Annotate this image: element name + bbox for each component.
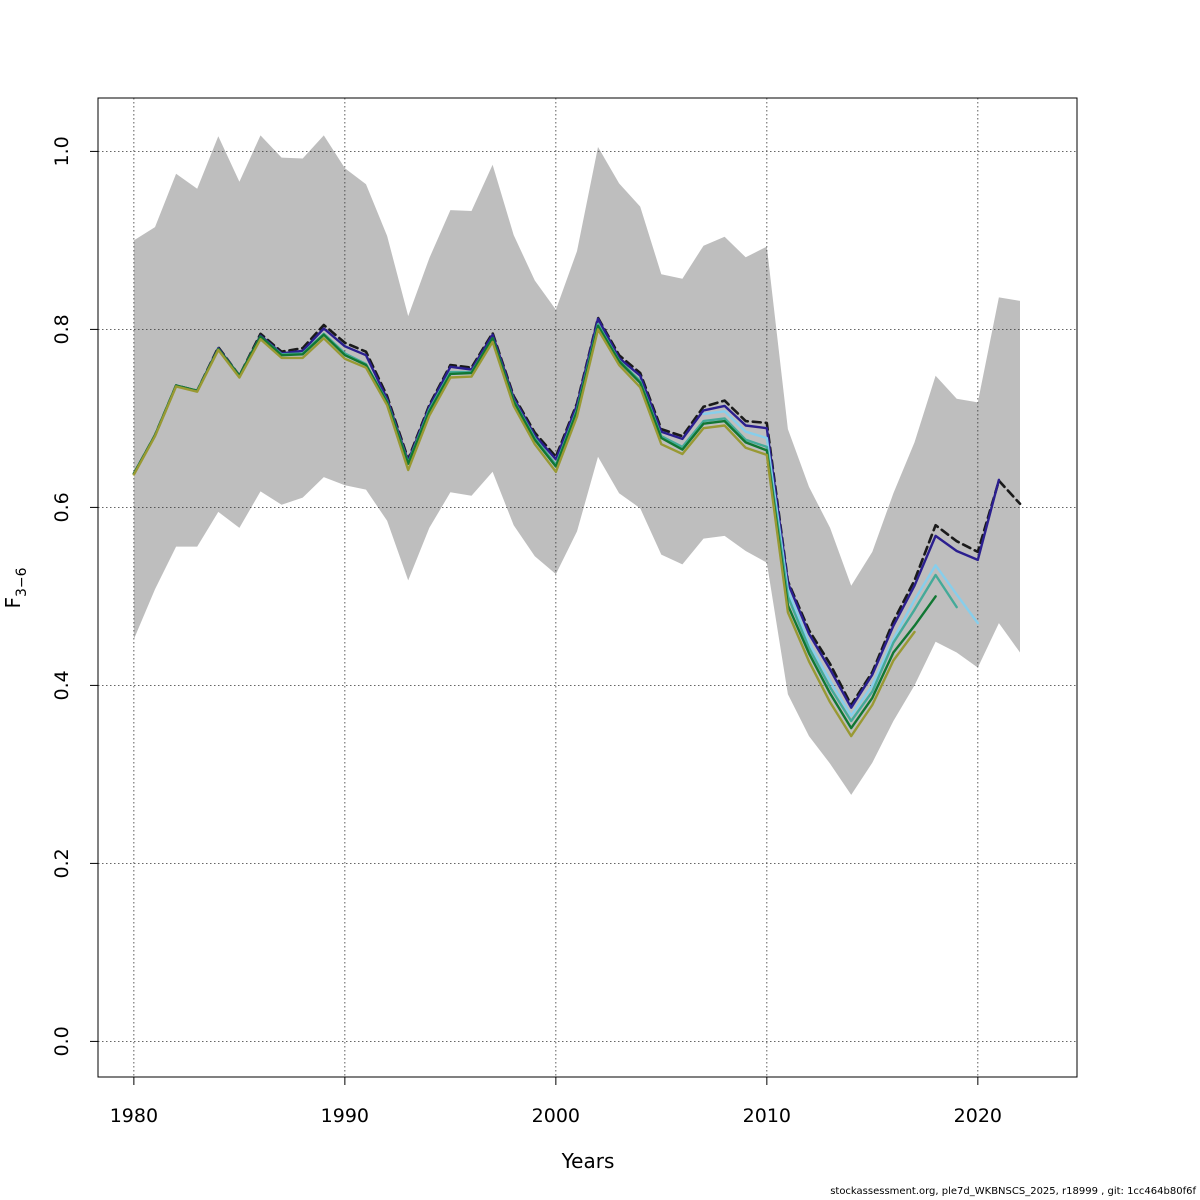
y-axis-title: F3−6 xyxy=(1,567,30,608)
x-tick-label: 2020 xyxy=(954,1105,1002,1127)
series-line-6 xyxy=(132,328,916,738)
y-tick-label: 1.0 xyxy=(51,136,73,166)
series-layer xyxy=(132,316,1022,738)
y-tick-label: 0.2 xyxy=(51,848,73,878)
series-line-5 xyxy=(132,324,937,730)
x-tick-label: 2010 xyxy=(743,1105,791,1127)
x-tick-label: 1990 xyxy=(321,1105,369,1127)
x-axis-title: Years xyxy=(561,1149,615,1173)
x-tick-label: 1980 xyxy=(110,1105,158,1127)
y-axis-title-main: F xyxy=(1,597,25,609)
footer-caption: stockassessment.org, ple7d_WKBNSCS_2025,… xyxy=(830,1186,1196,1197)
x-tick-label: 2000 xyxy=(532,1105,580,1127)
y-axis-title-subscript: 3−6 xyxy=(14,567,30,597)
series-line-3 xyxy=(702,410,979,717)
confidence-band xyxy=(133,135,1020,795)
y-tick-label: 0.6 xyxy=(51,492,73,522)
y-tick-label: 0.4 xyxy=(51,670,73,700)
axis-layer: 1980 1990 2000 2010 2020 0.0 0.2 0.4 0.6 0.8 1.0 xyxy=(51,136,1002,1127)
y-tick-label: 0.8 xyxy=(51,314,73,344)
y-tick-label: 0.0 xyxy=(51,1026,73,1056)
grid-layer xyxy=(98,98,1077,1077)
confidence-band-layer xyxy=(133,135,1020,795)
